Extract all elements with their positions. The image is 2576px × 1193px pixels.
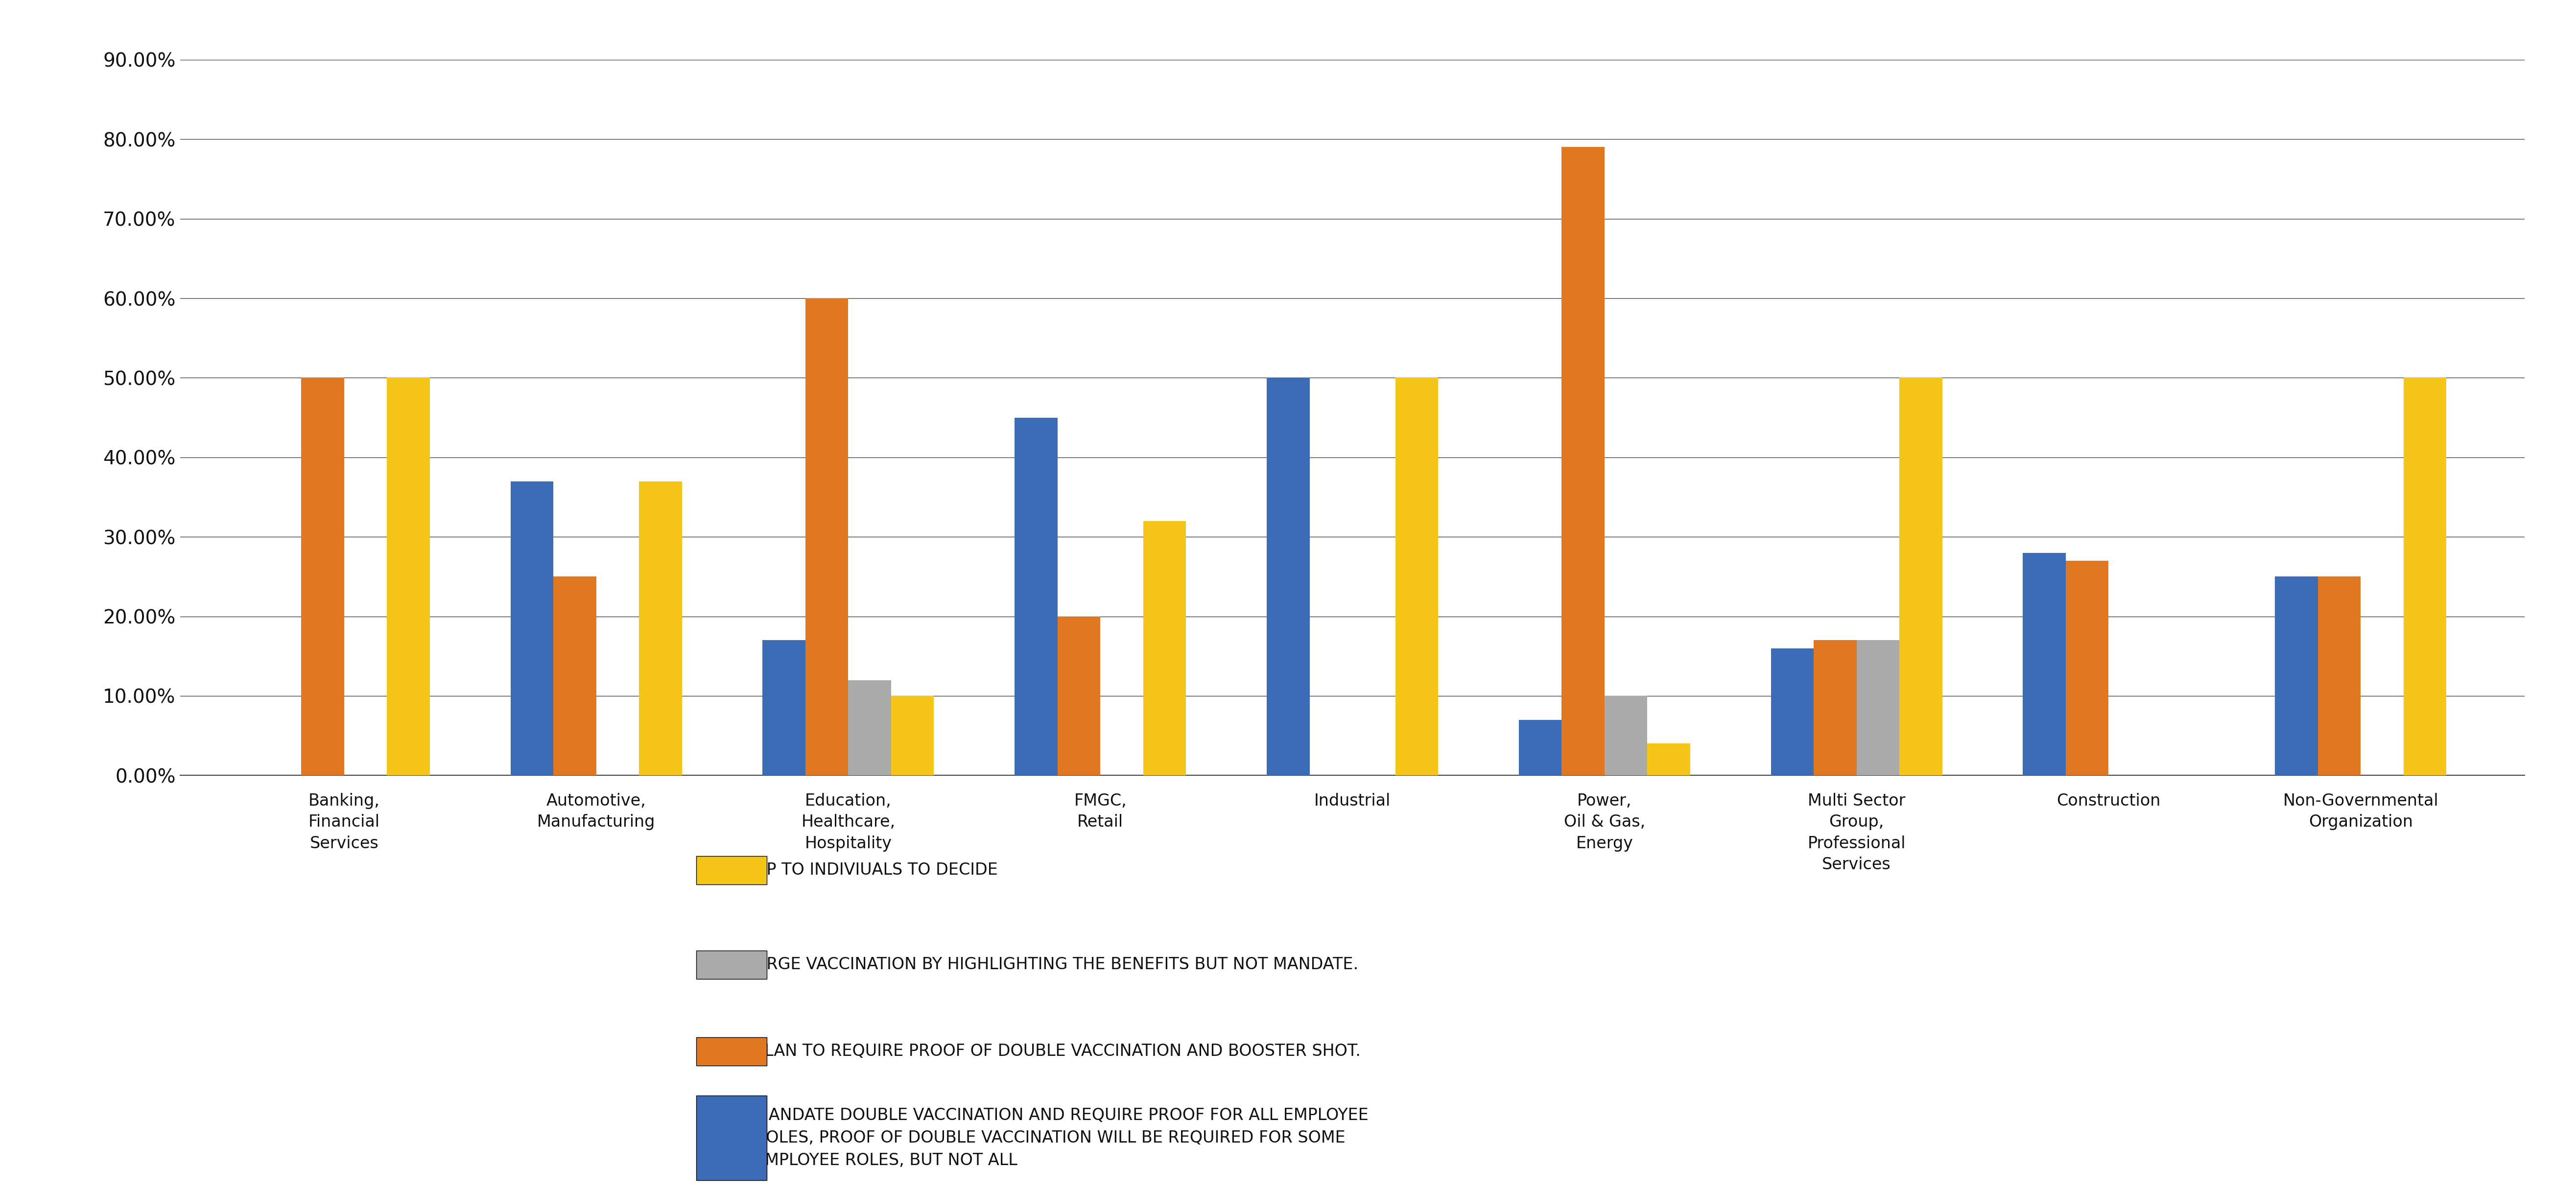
- Bar: [1605, 696, 1646, 775]
- Bar: [554, 576, 595, 775]
- FancyBboxPatch shape: [696, 857, 768, 884]
- Bar: [1015, 418, 1059, 775]
- Bar: [2318, 576, 2360, 775]
- FancyBboxPatch shape: [696, 1037, 768, 1065]
- Bar: [2275, 576, 2318, 775]
- Bar: [1520, 719, 1561, 775]
- Bar: [1857, 641, 1899, 775]
- Bar: [386, 378, 430, 775]
- Bar: [2022, 552, 2066, 775]
- Bar: [891, 696, 935, 775]
- Bar: [806, 298, 848, 775]
- Text: MANDATE DOUBLE VACCINATION AND REQUIRE PROOF FOR ALL EMPLOYEE
ROLES, PROOF OF DO: MANDATE DOUBLE VACCINATION AND REQUIRE P…: [755, 1107, 1368, 1168]
- Bar: [301, 378, 345, 775]
- Bar: [1396, 378, 1437, 775]
- Text: URGE VACCINATION BY HIGHLIGHTING THE BENEFITS BUT NOT MANDATE.: URGE VACCINATION BY HIGHLIGHTING THE BEN…: [755, 957, 1358, 972]
- Bar: [1770, 648, 1814, 775]
- Bar: [1899, 378, 1942, 775]
- Bar: [2066, 561, 2110, 775]
- Text: UP TO INDIVIUALS TO DECIDE: UP TO INDIVIUALS TO DECIDE: [755, 863, 997, 878]
- Bar: [848, 680, 891, 775]
- FancyBboxPatch shape: [696, 1095, 768, 1180]
- Bar: [1144, 521, 1185, 775]
- Bar: [1059, 617, 1100, 775]
- FancyBboxPatch shape: [696, 951, 768, 978]
- Bar: [1646, 743, 1690, 775]
- Text: PLAN TO REQUIRE PROOF OF DOUBLE VACCINATION AND BOOSTER SHOT.: PLAN TO REQUIRE PROOF OF DOUBLE VACCINAT…: [755, 1043, 1360, 1059]
- Bar: [639, 481, 683, 775]
- Bar: [510, 481, 554, 775]
- Bar: [2403, 378, 2447, 775]
- Bar: [1267, 378, 1309, 775]
- Bar: [1561, 147, 1605, 775]
- Bar: [1814, 641, 1857, 775]
- Bar: [762, 641, 806, 775]
